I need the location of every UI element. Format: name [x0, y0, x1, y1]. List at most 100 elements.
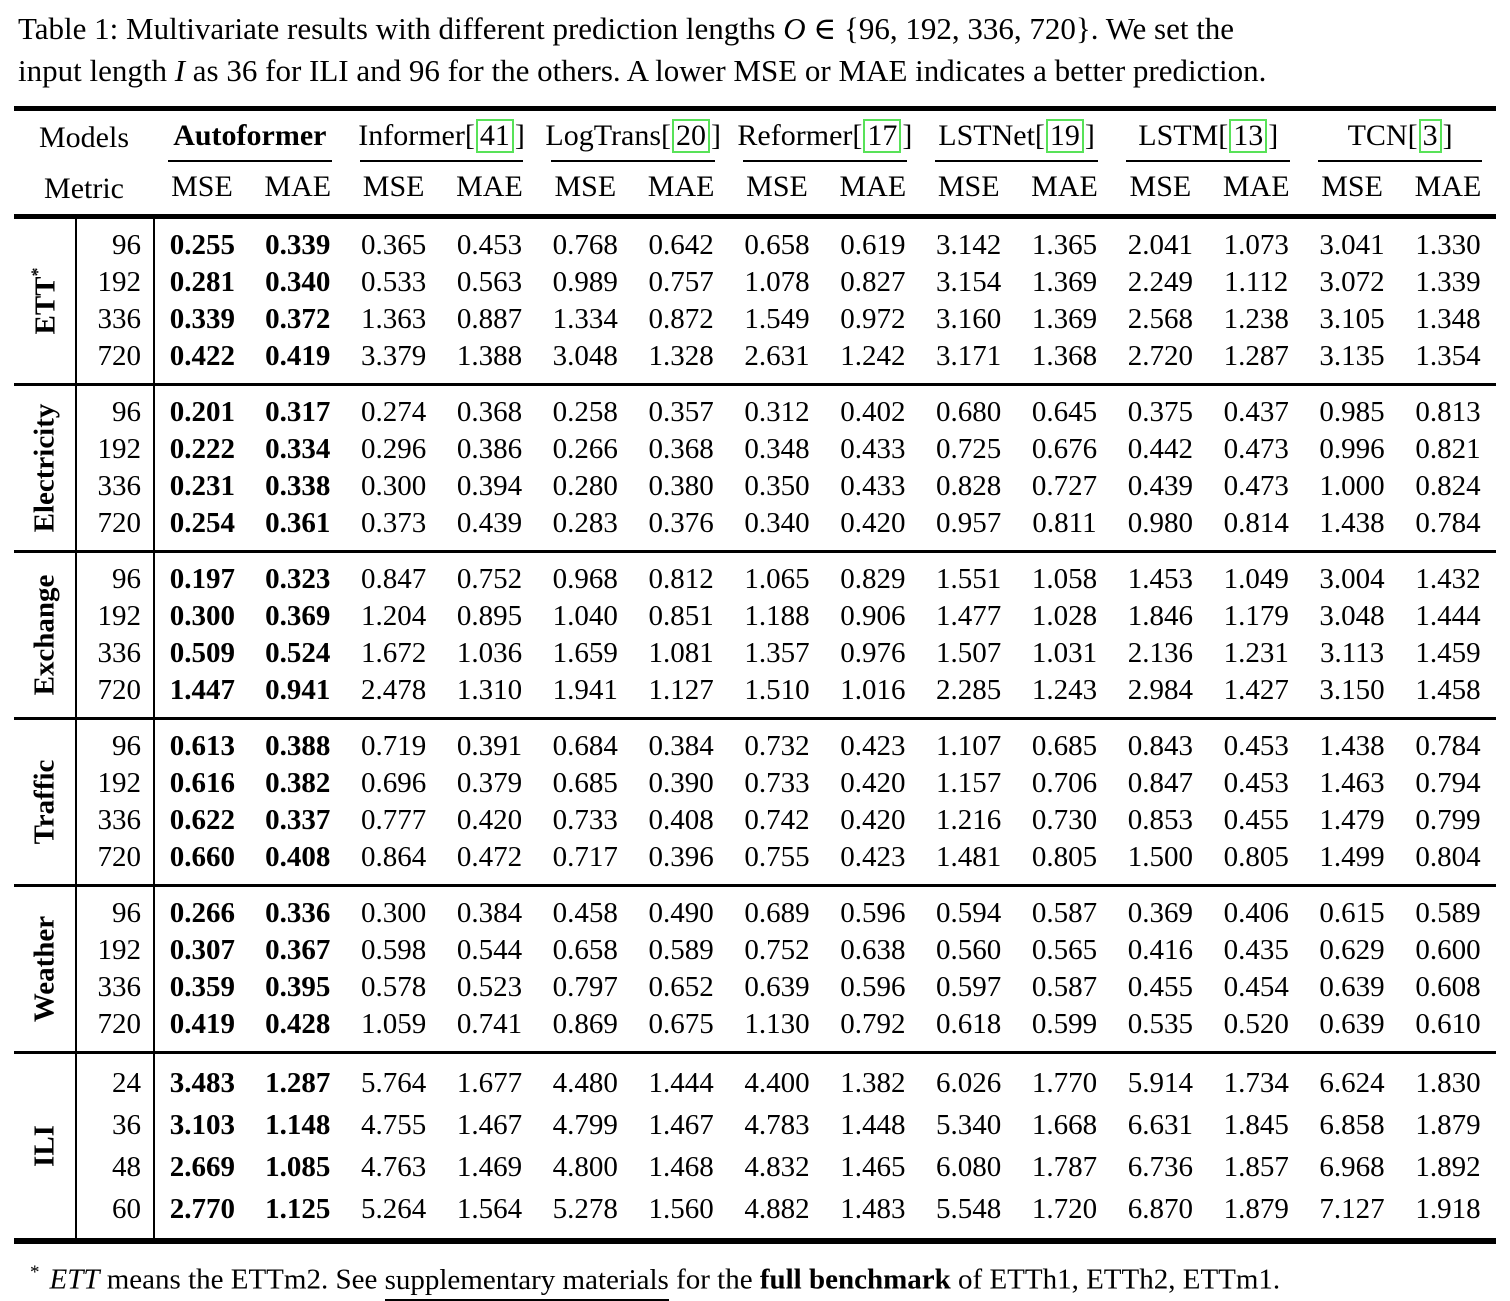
- citation-link[interactable]: 41: [475, 119, 514, 153]
- cite-bracket-close: ]: [1268, 119, 1279, 152]
- value-cell: 0.976: [840, 637, 906, 669]
- citation-link[interactable]: 19: [1045, 119, 1084, 153]
- table-row: ILI 24 3.483 1.287 5.764 1.677 4.480 1.444 4.400…: [14, 1052, 1496, 1241]
- cite-bracket-open: [: [1407, 119, 1418, 152]
- prediction-length-cell: 192: [76, 431, 155, 468]
- value-cell: 0.829: [840, 563, 906, 595]
- best-value-cell: 0.660: [169, 841, 236, 873]
- best-value-cell: 0.616: [169, 767, 236, 799]
- cite-bracket-close: ]: [711, 119, 721, 152]
- header-underline: [1318, 160, 1482, 162]
- value-cell: 0.843: [1127, 730, 1193, 762]
- best-value-cell: 2.770: [169, 1192, 236, 1225]
- value-cell: 1.672: [360, 637, 427, 669]
- model-name: LSTNet: [938, 119, 1035, 152]
- citation-link[interactable]: 20: [672, 119, 710, 153]
- value-cell: 1.448: [840, 1108, 906, 1141]
- best-value-cell: 0.201: [169, 396, 236, 428]
- value-cell: 0.639: [744, 971, 810, 1003]
- caption-text: Table 1: Multivariate results with diffe…: [18, 11, 784, 46]
- value-cell: 1.659: [552, 637, 618, 669]
- value-cell: 1.879: [1223, 1192, 1289, 1225]
- table-row: 336 0.622 0.337 0.777 0.420 0.733 0.408 0.742 0.…: [14, 802, 1496, 839]
- best-value-cell: 3.103: [169, 1108, 236, 1141]
- value-cell: 2.041: [1127, 229, 1193, 261]
- value-cell: 0.777: [360, 804, 427, 836]
- citation-link[interactable]: 17: [863, 119, 902, 153]
- value-cell: 1.348: [1415, 303, 1481, 335]
- value-cell: 1.049: [1223, 563, 1289, 595]
- dataset-block-weather: Weather 96 0.266 0.336 0.300 0.384 0.458 0.490 0…: [14, 885, 1496, 1053]
- value-cell: 0.596: [840, 897, 906, 929]
- value-cell: 0.768: [552, 229, 618, 261]
- value-cell: 0.813: [1415, 396, 1481, 428]
- citation-link[interactable]: 3: [1418, 119, 1442, 153]
- table-row: 336 0.509 0.524 1.672 1.036 1.659 1.081 1.357 0.…: [14, 635, 1496, 672]
- best-value-cell: 0.307: [169, 934, 236, 966]
- value-cell: 0.394: [456, 470, 523, 502]
- prediction-length-cell: 720: [76, 338, 155, 385]
- value-cell: 1.734: [1223, 1066, 1289, 1099]
- cite-bracket-open: [: [852, 119, 863, 152]
- value-cell: 4.763: [360, 1150, 427, 1183]
- value-cell: 1.157: [936, 767, 1002, 799]
- metric-header-mae: MAE: [1222, 170, 1290, 203]
- value-cell: 0.658: [744, 229, 810, 261]
- metric-header-mae: MAE: [647, 170, 715, 203]
- dataset-name: ETT: [28, 276, 61, 335]
- dataset-label-ett: ETT*: [14, 216, 77, 385]
- value-cell: 1.500: [1127, 841, 1193, 873]
- model-name: TCN: [1347, 119, 1408, 152]
- dataset-label-ili: ILI: [14, 1052, 77, 1241]
- value-cell: 0.804: [1415, 841, 1481, 873]
- value-cell: 2.249: [1127, 266, 1193, 298]
- model-name: LogTrans: [545, 119, 661, 152]
- value-cell: 0.433: [840, 470, 906, 502]
- best-value-cell: 1.085: [265, 1150, 331, 1183]
- value-cell: 0.827: [840, 266, 906, 298]
- value-cell: 1.028: [1031, 600, 1098, 632]
- value-cell: 3.160: [936, 303, 1002, 335]
- value-cell: 0.752: [456, 563, 523, 595]
- value-cell: 0.676: [1031, 433, 1098, 465]
- value-cell: 1.438: [1319, 507, 1385, 539]
- value-cell: 0.598: [360, 934, 427, 966]
- value-cell: 0.453: [1223, 730, 1289, 762]
- prediction-length-cell: 96: [76, 551, 155, 598]
- best-value-cell: 0.408: [265, 841, 331, 873]
- best-value-cell: 1.125: [265, 1192, 331, 1225]
- value-cell: 0.645: [1031, 396, 1098, 428]
- value-cell: 2.136: [1127, 637, 1193, 669]
- value-cell: 0.629: [1319, 934, 1385, 966]
- value-cell: 0.458: [552, 897, 618, 929]
- value-cell: 1.483: [840, 1192, 906, 1225]
- value-cell: 0.520: [1223, 1008, 1289, 1040]
- value-cell: 0.384: [648, 730, 714, 762]
- value-cell: 1.549: [744, 303, 810, 335]
- value-cell: 1.127: [648, 674, 714, 706]
- value-cell: 0.847: [360, 563, 427, 595]
- value-cell: 4.800: [552, 1150, 618, 1183]
- value-cell: 0.717: [552, 841, 618, 873]
- value-cell: 0.733: [744, 767, 810, 799]
- citation-link[interactable]: 13: [1229, 119, 1268, 153]
- cite-bracket-close: ]: [514, 119, 525, 152]
- value-cell: 0.280: [552, 470, 618, 502]
- value-cell: 1.438: [1319, 730, 1385, 762]
- header-underline: [743, 160, 907, 162]
- value-cell: 2.568: [1127, 303, 1193, 335]
- value-cell: 1.369: [1031, 266, 1098, 298]
- model-header-lstm: LSTM[13]: [1112, 109, 1304, 162]
- value-cell: 0.797: [552, 971, 618, 1003]
- value-cell: 1.081: [648, 637, 714, 669]
- caption-math-symbol: O: [783, 11, 806, 46]
- best-value-cell: 0.388: [265, 730, 331, 762]
- best-value-cell: 0.222: [169, 433, 236, 465]
- value-cell: 1.845: [1223, 1108, 1289, 1141]
- value-cell: 0.725: [936, 433, 1002, 465]
- value-cell: 0.828: [936, 470, 1002, 502]
- best-value-cell: 0.422: [169, 340, 236, 372]
- value-cell: 1.560: [648, 1192, 714, 1225]
- table-caption: Table 1: Multivariate results with diffe…: [0, 0, 1510, 102]
- prediction-length-cell: 192: [76, 264, 155, 301]
